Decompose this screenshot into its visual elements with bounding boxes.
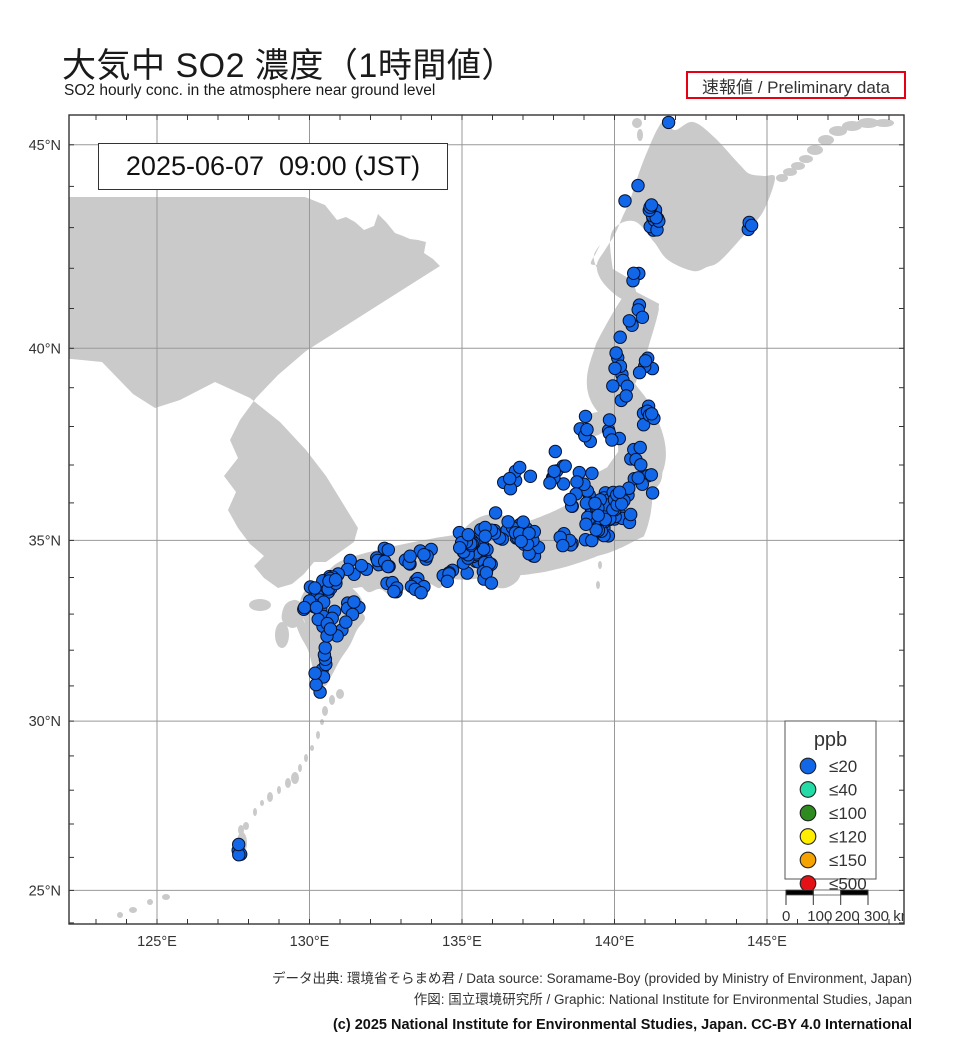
svg-text:≤40: ≤40 [829, 781, 857, 800]
svg-text:≤100: ≤100 [829, 804, 867, 823]
svg-text:0: 0 [782, 908, 790, 925]
svg-text:ppb: ppb [814, 729, 847, 751]
svg-text:200: 200 [835, 908, 860, 925]
svg-text:100: 100 [807, 908, 832, 925]
svg-text:≤150: ≤150 [829, 851, 867, 870]
svg-text:35°N: 35°N [29, 533, 61, 549]
svg-text:135°E: 135°E [442, 934, 482, 950]
svg-text:40°N: 40°N [29, 341, 61, 357]
svg-text:≤120: ≤120 [829, 828, 867, 847]
svg-text:145°E: 145°E [747, 934, 787, 950]
svg-text:45°N: 45°N [29, 138, 61, 154]
svg-text:125°E: 125°E [137, 934, 177, 950]
svg-text:30°N: 30°N [29, 714, 61, 730]
svg-text:130°E: 130°E [290, 934, 330, 950]
svg-text:25°N: 25°N [29, 883, 61, 899]
svg-text:≤20: ≤20 [829, 757, 857, 776]
svg-text:140°E: 140°E [595, 934, 635, 950]
